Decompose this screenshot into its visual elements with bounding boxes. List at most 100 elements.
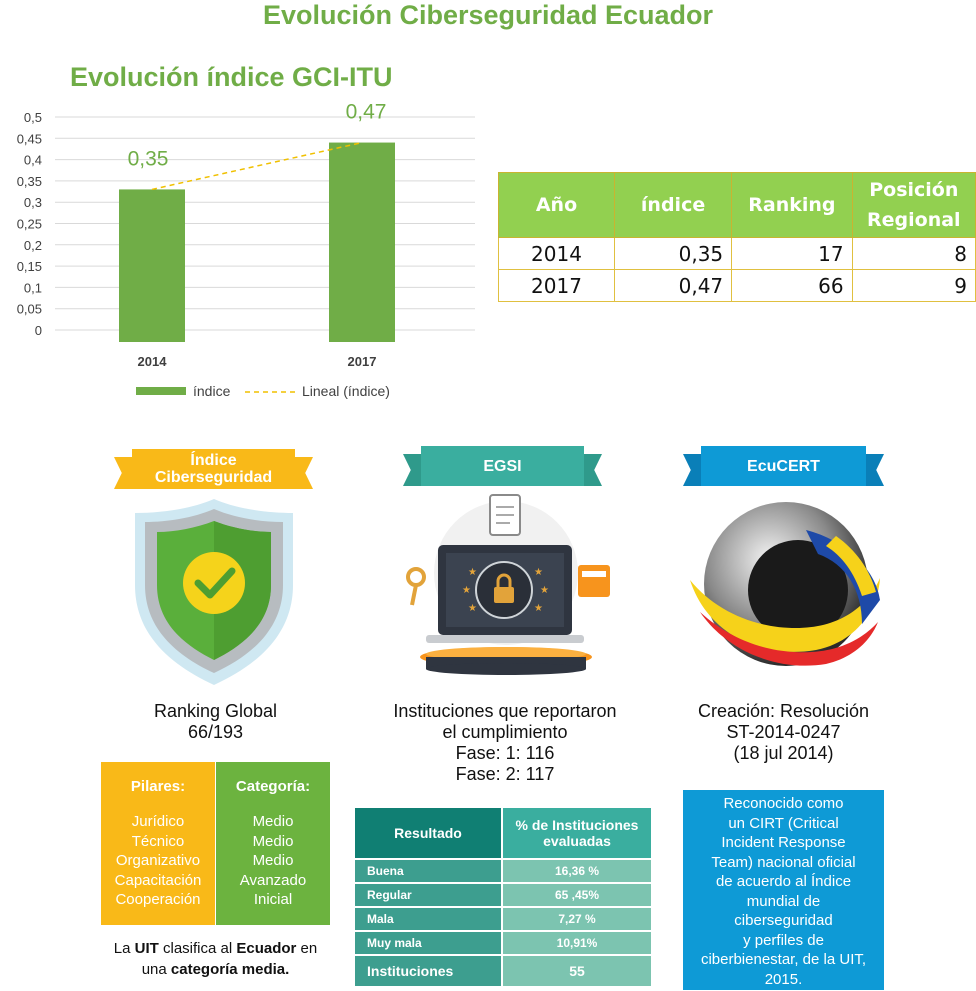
cell-ranking: 66 xyxy=(731,269,853,302)
y-tick-label: 0,45 xyxy=(17,131,42,146)
ranking-value: 66/193 xyxy=(187,722,244,742)
header-posicion: Posición Regional xyxy=(851,172,976,238)
categoria-column: Categoría: Medio Medio Medio Avanzado In… xyxy=(216,762,330,925)
ranking-global: Ranking Global 66/193 xyxy=(101,701,330,743)
ranking-label: Ranking Global xyxy=(153,701,278,721)
egsi-line: Instituciones que reportaron xyxy=(393,701,617,721)
pilares-header: Pilares: xyxy=(130,778,186,795)
categoria-item: Medio xyxy=(252,852,294,869)
categoria-item: Medio xyxy=(252,832,294,850)
legend-label: índice xyxy=(193,383,231,399)
legend-label: Lineal (índice) xyxy=(302,383,390,399)
ecucert-desc-line: mundial de xyxy=(746,892,821,910)
y-tick-label: 0,15 xyxy=(17,259,42,274)
svg-text:★: ★ xyxy=(468,603,477,614)
ecucert-line: ST-2014-0247 xyxy=(726,722,841,742)
categoria-item: Medio xyxy=(252,813,294,830)
result-value: 7,27 % xyxy=(503,908,651,930)
pilar-item: Capacitación xyxy=(114,871,202,889)
chart-title: Evolución índice GCI-ITU xyxy=(70,62,393,92)
shield-check-icon xyxy=(135,499,293,685)
total-value: 55 xyxy=(503,956,651,986)
note-ecuador: Ecuador xyxy=(236,940,297,957)
y-tick-label: 0,4 xyxy=(24,153,42,168)
ecucert-line: Creación: Resolución xyxy=(697,701,870,721)
legend-swatch xyxy=(136,387,186,395)
x-tick-label: 2017 xyxy=(348,354,377,369)
pilares-column: Pilares: Jurídico Técnico Organizativo C… xyxy=(101,762,215,925)
ecucert-line: (18 jul 2014) xyxy=(733,743,834,763)
note-uit: UIT xyxy=(134,940,159,957)
ecucert-desc-line: ciberbienestar, de la UIT, xyxy=(700,951,867,968)
y-tick-label: 0,1 xyxy=(24,280,42,295)
note-categoria: categoría media. xyxy=(170,961,290,978)
cell-year: 2014 xyxy=(498,237,615,270)
cell-year: 2017 xyxy=(498,269,615,302)
ecucert-desc-line: un CIRT (Critical xyxy=(728,814,839,832)
y-tick-label: 0,3 xyxy=(24,195,42,210)
egsi-ribbon: EGSI xyxy=(403,446,602,490)
table-row: 2017 0,47 66 9 xyxy=(498,269,976,302)
ecucert-ribbon-label: EcuCERT xyxy=(701,446,866,486)
egsi-fase: Fase: 1: 116 xyxy=(455,743,555,763)
result-label: Muy mala xyxy=(355,932,501,954)
laptop-security-icon: ★ ★ ★ ★ ★ ★ xyxy=(406,494,610,675)
resultado-col-header: Resultado xyxy=(355,808,501,858)
percent-col-header: % de Instituciones evaluadas xyxy=(503,808,651,858)
table-row: Muy mala 10,91% xyxy=(355,932,651,954)
svg-text:★: ★ xyxy=(468,567,477,578)
bar xyxy=(329,142,395,342)
result-value: 10,91% xyxy=(503,932,651,954)
pilar-item: Técnico xyxy=(131,832,185,850)
y-tick-label: 0,5 xyxy=(24,110,42,125)
y-tick-label: 0,35 xyxy=(17,174,42,189)
gci-table-header-row: Año índice Ranking Posición Regional xyxy=(498,172,976,238)
y-tick-label: 0,2 xyxy=(24,238,42,253)
ecucert-description: Reconocido como un CIRT (Critical Incide… xyxy=(683,790,884,990)
cell-posicion: 9 xyxy=(851,269,976,302)
indice-ribbon-label: Índice Ciberseguridad xyxy=(132,449,295,489)
svg-text:★: ★ xyxy=(540,585,549,596)
table-row: Mala 7,27 % xyxy=(355,908,651,930)
pilar-item: Cooperación xyxy=(115,891,201,908)
ecucert-desc-line: ciberseguridad xyxy=(734,912,833,929)
pilar-item: Organizativo xyxy=(115,852,201,869)
svg-text:★: ★ xyxy=(534,603,543,614)
y-tick-label: 0,25 xyxy=(17,217,42,232)
ecucert-sphere-logo xyxy=(690,502,880,666)
cell-ranking: 17 xyxy=(731,237,853,270)
svg-text:★: ★ xyxy=(534,567,543,578)
ecucert-text: Creación: Resolución ST-2014-0247 (18 ju… xyxy=(683,701,884,764)
cell-posicion: 8 xyxy=(851,237,976,270)
result-label: Buena xyxy=(355,860,501,882)
header-indice: índice xyxy=(613,172,733,238)
egsi-fase: Fase: 2: 117 xyxy=(455,764,555,784)
data-label: 0,47 xyxy=(346,101,387,124)
note-text: La xyxy=(113,940,135,957)
ribbon-line-1: Índice xyxy=(190,452,237,469)
indice-ribbon: Índice Ciberseguridad xyxy=(114,449,313,493)
uit-note: La UIT clasifica al Ecuador en una categ… xyxy=(101,938,330,980)
total-label: Instituciones xyxy=(355,956,501,986)
resultado-header: Resultado % de Instituciones evaluadas xyxy=(355,808,651,858)
pilar-item: Jurídico xyxy=(131,813,185,830)
result-label: Regular xyxy=(355,884,501,906)
egsi-ribbon-label: EGSI xyxy=(421,446,584,486)
categoria-item: Inicial xyxy=(253,891,293,908)
table-row-total: Instituciones 55 xyxy=(355,956,651,986)
page-title: Evolución Ciberseguridad Ecuador xyxy=(262,0,714,30)
x-tick-label: 2014 xyxy=(138,354,168,369)
egsi-line: el cumplimiento xyxy=(442,722,568,742)
ecucert-desc-line: de acuerdo al Índice xyxy=(715,873,852,890)
categoria-item: Avanzado xyxy=(239,871,307,889)
ecucert-desc-line: y perfiles de xyxy=(743,931,824,949)
gci-bar-chart: 0 0,05 0,1 0,15 0,2 0,25 0,3 0,35 0,4 0,45 0,5 2014… xyxy=(17,101,475,399)
note-text: clasifica al xyxy=(158,940,237,957)
ecucert-desc-line: Team) nacional oficial xyxy=(711,853,856,871)
table-row: Buena 16,36 % xyxy=(355,860,651,882)
ecucert-desc-line: Reconocido como xyxy=(723,795,844,812)
categoria-header: Categoría: xyxy=(235,778,311,795)
result-value: 16,36 % xyxy=(503,860,651,882)
result-label: Mala xyxy=(355,908,501,930)
ribbon-line-2: Ciberseguridad xyxy=(154,469,273,486)
